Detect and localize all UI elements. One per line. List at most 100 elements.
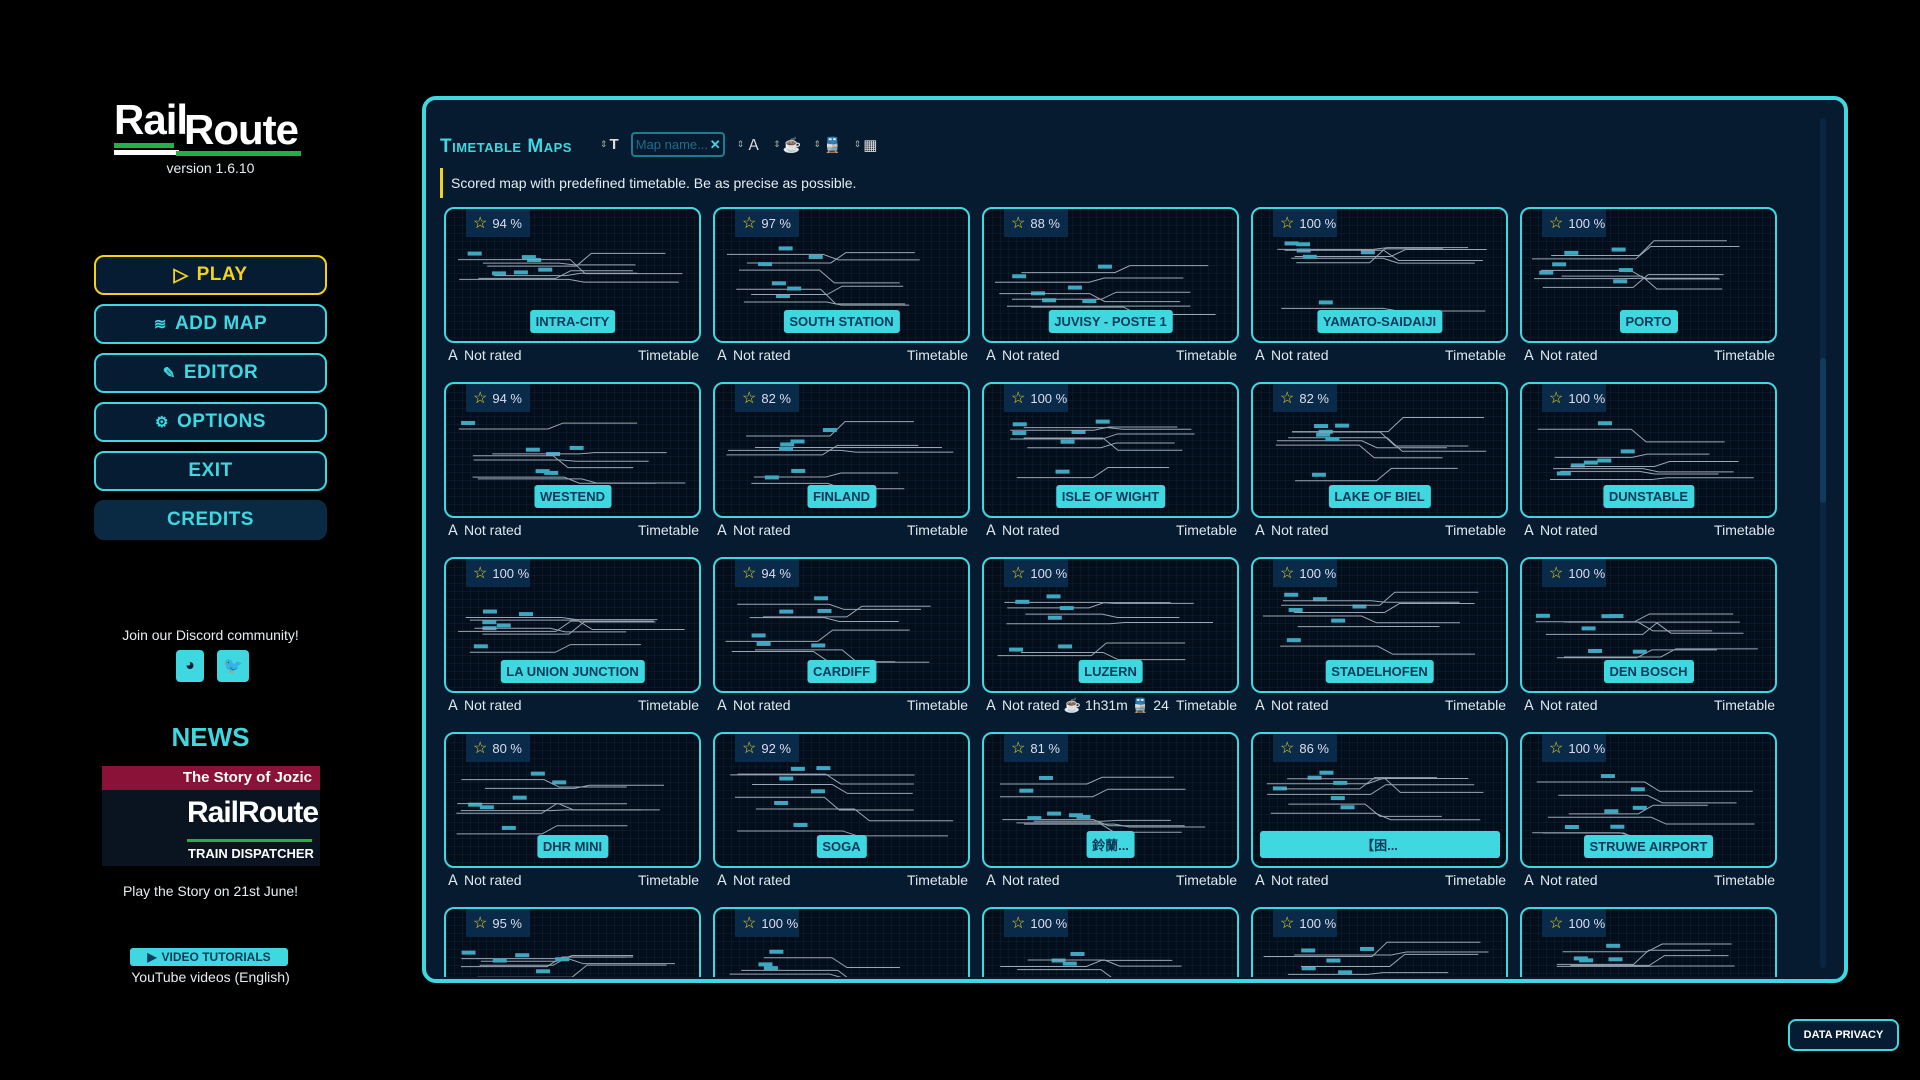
map-thumbnail[interactable]: ☆ 100 %: [713, 907, 970, 977]
map-card[interactable]: ☆ 100 % LA UNION JUNCTION Ａ Not rated Tim…: [444, 557, 701, 717]
credits-button[interactable]: CREDITS: [94, 500, 327, 540]
station-marker: [1600, 774, 1615, 779]
score-badge: ☆ 92 %: [735, 734, 799, 762]
twitter-icon[interactable]: 🐦: [217, 650, 249, 682]
map-thumbnail[interactable]: ☆ 88 % JUVISY - POSTE 1: [982, 207, 1239, 343]
station-marker: [1552, 262, 1567, 267]
map-thumbnail[interactable]: ☆ 100 % YAMATO-SAIDAIJI: [1251, 207, 1508, 343]
station-marker: [1082, 299, 1097, 304]
exit-button[interactable]: EXIT: [94, 451, 327, 491]
discord-icon[interactable]: ◕: [176, 650, 204, 682]
track-line: [1002, 819, 1185, 827]
clear-search-icon[interactable]: ✕: [709, 136, 721, 152]
station-marker: [822, 428, 837, 433]
map-thumbnail[interactable]: ☆ 80 % DHR MINI: [444, 732, 701, 868]
map-card[interactable]: ☆ 80 % DHR MINI Ａ Not rated Timetable: [444, 732, 701, 892]
map-card[interactable]: ☆ 100 % DEN BOSCH Ａ Not rated Timetable: [1520, 557, 1777, 717]
map-card[interactable]: ☆ 100 %: [713, 907, 970, 977]
map-thumbnail[interactable]: ☆ 94 % CARDIFF: [713, 557, 970, 693]
track-line: [482, 262, 636, 266]
map-thumbnail[interactable]: ☆ 100 % STADELHOFEN: [1251, 557, 1508, 693]
map-thumbnail[interactable]: ☆ 100 % LA UNION JUNCTION: [444, 557, 701, 693]
map-thumbnail[interactable]: ☆ 86 % 【困...: [1251, 732, 1508, 868]
sort-by-size-button[interactable]: ⇕ ▦: [853, 136, 878, 154]
station-marker: [778, 246, 793, 251]
sort-by-name-button[interactable]: ⇕ T: [600, 136, 619, 153]
map-thumbnail[interactable]: ☆ 100 % STRUWE AIRPORT: [1520, 732, 1777, 868]
map-thumbnail[interactable]: ☆ 100 % DEN BOSCH: [1520, 557, 1777, 693]
coffee-icon: ☕: [782, 136, 802, 154]
track-line: [472, 476, 656, 484]
map-card[interactable]: ☆ 100 % PORTO Ａ Not rated Timetable: [1520, 207, 1777, 367]
map-thumbnail[interactable]: ☆ 94 % WESTEND: [444, 382, 701, 518]
station-marker: [817, 608, 832, 613]
map-card[interactable]: ☆ 86 % 【困... Ａ Not rated Timetable: [1251, 732, 1508, 892]
map-card[interactable]: ☆ 82 % FINLAND Ａ Not rated Timetable: [713, 382, 970, 542]
station-marker: [1311, 472, 1326, 477]
search-input[interactable]: [635, 137, 710, 152]
map-thumbnail[interactable]: ☆ 100 % LUZERN: [982, 557, 1239, 693]
map-thumbnail[interactable]: ☆ 81 % 鈴蘭...: [982, 732, 1239, 868]
scrollbar[interactable]: [1820, 118, 1826, 968]
map-card[interactable]: ☆ 100 % STRUWE AIRPORT Ａ Not rated Timeta…: [1520, 732, 1777, 892]
map-thumbnail[interactable]: ☆ 95 %: [444, 907, 701, 977]
star-icon: ☆: [742, 915, 757, 932]
scrollbar-thumb[interactable]: [1820, 358, 1826, 503]
map-thumbnail[interactable]: ☆ 100 %: [1251, 907, 1508, 977]
station-marker: [1012, 431, 1027, 436]
map-card[interactable]: ☆ 81 % 鈴蘭... Ａ Not rated Timetable: [982, 732, 1239, 892]
map-card[interactable]: ☆ 100 % DUNSTABLE Ａ Not rated Timetable: [1520, 382, 1777, 542]
map-thumbnail[interactable]: ☆ 100 % PORTO: [1520, 207, 1777, 343]
map-card[interactable]: ☆ 94 % CARDIFF Ａ Not rated Timetable: [713, 557, 970, 717]
add-map-button[interactable]: ≋ ADD MAP: [94, 304, 327, 344]
map-card[interactable]: ☆ 94 % WESTEND Ａ Not rated Timetable: [444, 382, 701, 542]
station-marker: [1608, 957, 1623, 962]
map-card[interactable]: ☆ 100 % STADELHOFEN Ａ Not rated Timetable: [1251, 557, 1508, 717]
map-card[interactable]: ☆ 88 % JUVISY - POSTE 1 Ａ Not rated Timet…: [982, 207, 1239, 367]
track-line: [469, 644, 641, 653]
station-marker: [1630, 787, 1645, 792]
video-tutorials-button[interactable]: ▶ VIDEO TUTORIALS: [130, 948, 288, 966]
track-line: [1023, 427, 1192, 430]
map-card[interactable]: ☆ 100 %: [1251, 907, 1508, 977]
track-line: [469, 619, 685, 631]
sort-by-rating-button[interactable]: ⇕ Ａ: [737, 134, 762, 155]
data-privacy-button[interactable]: DATA PRIVACY: [1788, 1019, 1899, 1051]
map-thumbnail[interactable]: ☆ 97 % SOUTH STATION: [713, 207, 970, 343]
map-card[interactable]: ☆ 100 % YAMATO-SAIDAIJI Ａ Not rated Timet…: [1251, 207, 1508, 367]
track-line: [1266, 778, 1469, 785]
sort-by-duration-button[interactable]: ⇕ ☕: [773, 136, 802, 154]
map-card[interactable]: ☆ 95 %: [444, 907, 701, 977]
options-button[interactable]: ⚙ OPTIONS: [94, 402, 327, 442]
map-thumbnail[interactable]: ☆ 100 % ISLE OF WIGHT: [982, 382, 1239, 518]
map-card[interactable]: ☆ 100 % ISLE OF WIGHT Ａ Not rated Timetab…: [982, 382, 1239, 542]
map-card[interactable]: ☆ 100 %: [982, 907, 1239, 977]
editor-button[interactable]: ✎ EDITOR: [94, 353, 327, 393]
play-button[interactable]: ▷ PLAY: [94, 255, 327, 295]
map-thumbnail[interactable]: ☆ 82 % FINLAND: [713, 382, 970, 518]
sort-by-trains-button[interactable]: ⇕ 🚆: [813, 136, 842, 154]
station-marker: [544, 470, 559, 475]
map-card[interactable]: ☆ 94 % INTRA-CITY Ａ Not rated Timetable: [444, 207, 701, 367]
map-card[interactable]: ☆ 82 % LAKE OF BIEL Ａ Not rated Timetable: [1251, 382, 1508, 542]
rating-icon: Ａ: [1253, 697, 1267, 713]
track-line: [1562, 943, 1732, 953]
news-image[interactable]: The Story of Jozic RailRoute TRAIN DISPA…: [102, 766, 320, 866]
map-card[interactable]: ☆ 92 % SOGA Ａ Not rated Timetable: [713, 732, 970, 892]
map-thumbnail[interactable]: ☆ 92 % SOGA: [713, 732, 970, 868]
map-card[interactable]: ☆ 100 % LUZERN Ａ Not rated ☕ 1h31m 🚆 24 Time…: [982, 557, 1239, 717]
map-card[interactable]: ☆ 97 % SOUTH STATION Ａ Not rated Timetabl…: [713, 207, 970, 367]
station-marker: [1296, 242, 1311, 247]
map-preview: [1556, 943, 1735, 967]
map-thumbnail[interactable]: ☆ 100 %: [982, 907, 1239, 977]
map-thumbnail[interactable]: ☆ 100 %: [1520, 907, 1777, 977]
map-card[interactable]: ☆ 100 %: [1520, 907, 1777, 977]
map-thumbnail[interactable]: ☆ 100 % DUNSTABLE: [1520, 382, 1777, 518]
map-name-search[interactable]: ✕: [630, 132, 725, 157]
map-preview: [458, 251, 683, 283]
station-marker: [552, 780, 567, 785]
map-thumbnail[interactable]: ☆ 82 % LAKE OF BIEL: [1251, 382, 1508, 518]
station-marker: [756, 641, 771, 646]
add-map-icon: ≋: [153, 316, 167, 333]
map-thumbnail[interactable]: ☆ 94 % INTRA-CITY: [444, 207, 701, 343]
